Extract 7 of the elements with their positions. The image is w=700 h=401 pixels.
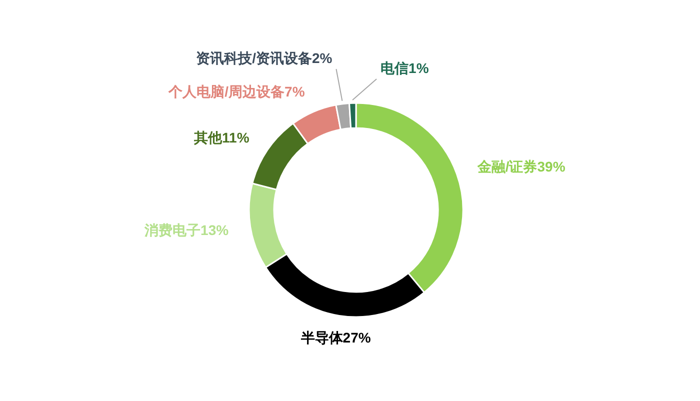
slice-label: 金融/证券39% bbox=[476, 158, 566, 174]
slice-label: 电信1% bbox=[380, 60, 430, 76]
slice-label: 资讯科技/资讯设备2% bbox=[196, 50, 333, 66]
slice-label: 个人电脑/周边设备7% bbox=[168, 84, 306, 100]
slice-label: 其他11% bbox=[193, 129, 250, 146]
slice-label: 半导体27% bbox=[300, 329, 372, 346]
slice-label: 消费电子13% bbox=[144, 222, 230, 238]
